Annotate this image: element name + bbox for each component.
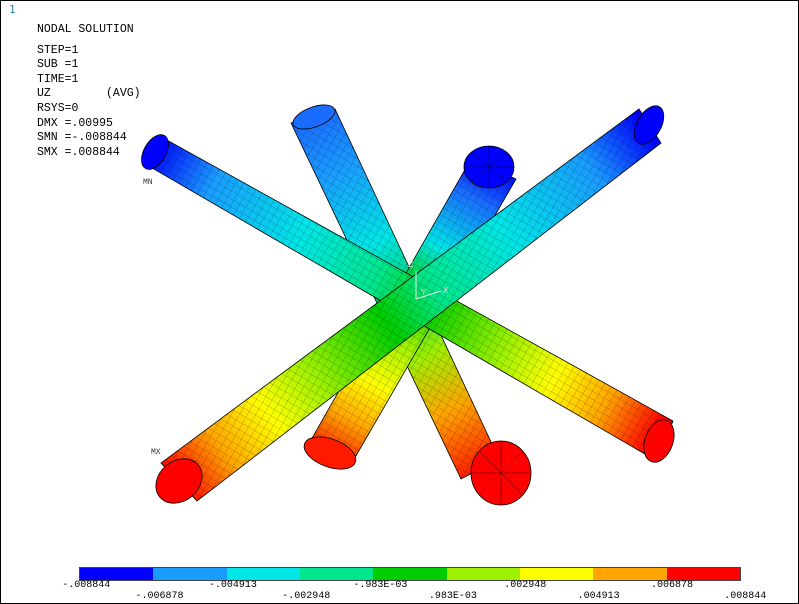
legend-swatch-6 — [519, 568, 594, 580]
legend-label-top-4: .006878 — [650, 580, 693, 591]
legend-swatch-5 — [446, 568, 520, 580]
legend-swatch-7 — [593, 568, 667, 580]
legend-swatch-2 — [226, 568, 300, 580]
rod-c-top-cap — [292, 104, 336, 130]
legend-swatch-3 — [299, 568, 374, 580]
axis-triad: X Y Z — [408, 260, 449, 300]
legend-label-top-1: -.004913 — [208, 580, 257, 591]
legend-label-top-0: -.008844 — [62, 580, 111, 591]
info-result-item: UZ (AVG) — [37, 87, 141, 101]
rod-c-bottom-cap-mesh — [471, 441, 531, 505]
info-sub: SUB =1 — [37, 58, 79, 72]
legend-swatch-1 — [153, 568, 227, 580]
solution-info-block: NODAL SOLUTION STEP=1 SUB =1 TIME=1 UZ (… — [37, 23, 141, 160]
legend-label-bottom-1: -.002948 — [282, 591, 331, 602]
legend-label-bottom-0: -.006878 — [135, 591, 184, 602]
contour-legend-bar — [79, 567, 741, 581]
rod-b-top-cap — [633, 105, 665, 145]
info-dmx: DMX =.00995 — [37, 116, 113, 130]
info-step: STEP=1 — [37, 43, 79, 57]
legend-swatch-8 — [666, 568, 740, 580]
rod-a-bottom-cap — [643, 419, 675, 463]
axis-y-label: Y — [421, 288, 427, 298]
legend-label-bottom-3: .004913 — [577, 591, 620, 602]
legend-label-top-3: .002948 — [504, 580, 547, 591]
legend-swatch-0 — [80, 568, 154, 580]
axis-x-label: X — [443, 286, 449, 296]
legend-label-bottom-4: .008844 — [724, 591, 767, 602]
legend-label-top-2: -.983E-03 — [353, 580, 408, 591]
info-time: TIME=1 — [37, 72, 79, 86]
legend-label-bottom-2: .983E-03 — [428, 591, 477, 602]
axis-z-label: Z — [408, 260, 414, 270]
legend-swatch-4 — [373, 568, 447, 580]
rod-d-top-cap-mesh — [464, 146, 514, 188]
rod-b — [155, 108, 662, 504]
max-marker: MX — [151, 448, 161, 457]
window-number: 1 — [9, 3, 16, 16]
info-smn: SMN =-.008844 — [37, 131, 127, 145]
solution-title: NODAL SOLUTION — [37, 23, 134, 36]
min-marker: MN — [143, 178, 153, 187]
info-smx: SMX =.008844 — [37, 145, 120, 159]
info-rsys: RSYS=0 — [37, 101, 79, 115]
